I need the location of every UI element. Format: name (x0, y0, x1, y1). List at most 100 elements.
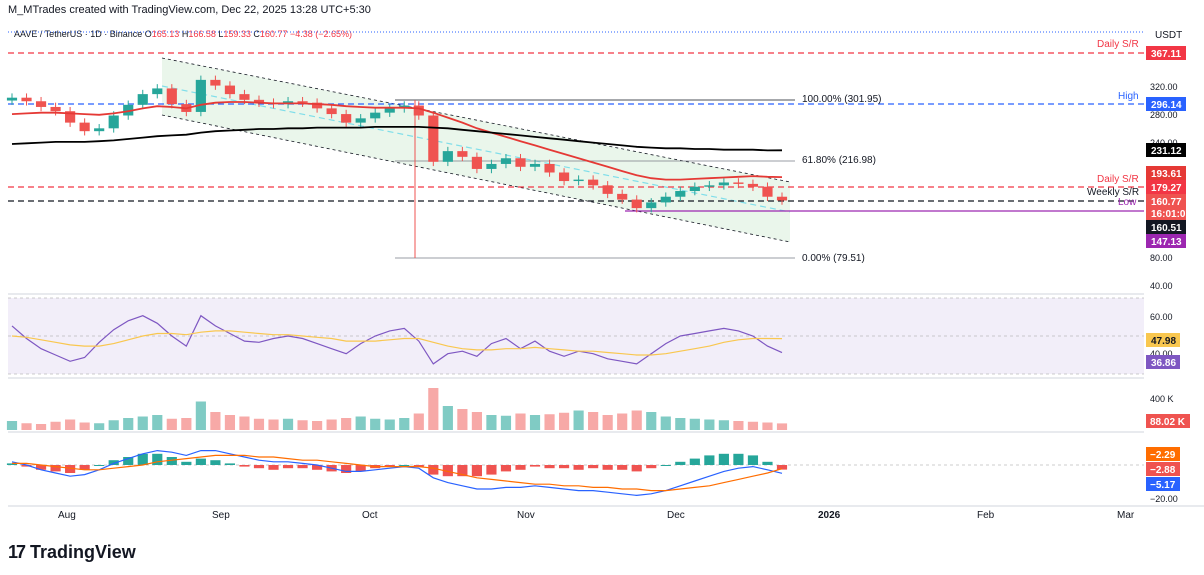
low-label: L (218, 29, 224, 39)
candle-body (747, 183, 759, 187)
candle-body (166, 88, 177, 105)
macd-hist-bar (558, 465, 570, 469)
volume-bar (253, 418, 265, 430)
candle-body (471, 156, 482, 169)
time-label: Feb (977, 510, 995, 521)
volume-bar (747, 421, 759, 430)
volume-bar (181, 418, 192, 430)
candle-body (370, 112, 381, 119)
volume-bar (442, 406, 453, 430)
volume-bar (718, 420, 729, 430)
volume-bar (21, 423, 32, 430)
macd-histogram (6, 453, 788, 477)
volume-bar (108, 420, 119, 430)
volume-bar (486, 415, 497, 430)
open-label: O (144, 29, 152, 39)
close-value: 160.77 (259, 29, 288, 39)
candle-body (515, 158, 526, 167)
candle-body (210, 79, 221, 86)
fib-618-label: 61.80% (216.98) (802, 155, 876, 166)
macd-hist-bar (747, 455, 759, 465)
macd-hist-bar (137, 453, 148, 465)
volume-bar (341, 418, 352, 430)
macd-hist-bar (355, 465, 366, 472)
symbol-legend[interactable]: AAVE / TetherUS · 1D · Binance O165.13 H… (14, 29, 352, 39)
macd-hist-bar (50, 465, 61, 472)
change-value: −4.38 (−2.65%) (289, 29, 353, 39)
macd-hist-bar (500, 465, 512, 472)
volume-bar (733, 421, 744, 430)
rsi-tick: 60.00 (1150, 312, 1173, 322)
macd-hist-bar (152, 453, 163, 465)
time-label: Mar (1117, 510, 1135, 521)
macd-hist-bar (442, 465, 453, 477)
volume-bar (210, 412, 221, 430)
badge-hist (1146, 462, 1180, 476)
volume-bar (689, 418, 700, 430)
candle-body (239, 94, 250, 100)
volume-bar (529, 415, 541, 430)
candle-body (384, 108, 395, 113)
macd-hist-bar (617, 465, 628, 470)
tradingview-logo[interactable]: 17 TradingView (8, 542, 136, 563)
badge-weekly-sr (1146, 220, 1186, 234)
badge-daily-sr-mid-text: 179.27 (1151, 183, 1182, 194)
signal-line (12, 454, 783, 492)
price-axis-background[interactable] (1144, 40, 1204, 520)
macd-hist-bar (384, 465, 395, 467)
volume-bar (762, 422, 773, 430)
time-label: Oct (362, 510, 378, 521)
close-label: C (253, 29, 260, 39)
volume-bar (6, 421, 18, 430)
candle-body (588, 179, 599, 186)
candle-body (94, 128, 105, 132)
badge-ema200-text: 231.12 (1151, 146, 1182, 157)
macd-hist-bar (573, 465, 584, 470)
badge-low (1146, 234, 1186, 248)
badge-rsi-ma-text: 47.98 (1151, 336, 1176, 347)
tradingview-brand: TradingView (30, 542, 136, 562)
volume-bar (660, 416, 671, 430)
high-label: High (1118, 91, 1139, 102)
badge-daily-sr-top-text: 367.11 (1151, 49, 1181, 60)
rsi-tick: 40.00 (1150, 349, 1173, 359)
macd-hist-bar (776, 465, 788, 470)
volume-bar (617, 413, 628, 430)
badge-high (1146, 97, 1186, 111)
currency-label[interactable]: USDT (1155, 30, 1183, 41)
badge-macd (1146, 477, 1180, 491)
macd-hist-bar (602, 465, 613, 470)
high-label: H (181, 29, 189, 39)
candle-body (776, 196, 788, 201)
candle-body (79, 122, 90, 132)
volume-bar (588, 412, 599, 430)
volume-bar (704, 419, 715, 430)
volume-bar (355, 416, 366, 430)
chart-canvas[interactable]: 100.00% (301.95) 61.80% (216.98) 0.00% (… (0, 0, 1204, 530)
badge-signal (1146, 447, 1180, 461)
open-value: 165.13 (151, 29, 180, 39)
candle-body (631, 199, 642, 209)
channel-lower-line (161, 114, 791, 243)
candle-body (50, 106, 61, 112)
macd-hist-bar (675, 461, 686, 465)
macd-hist-bar (660, 465, 671, 466)
volume-bar (224, 415, 236, 430)
volume-bar (457, 409, 468, 430)
candles-layer (6, 75, 788, 213)
macd-hist-bar (21, 465, 32, 467)
volume-bar (166, 418, 177, 430)
volume-bar (137, 416, 148, 430)
candle-body (442, 151, 453, 162)
time-label: Sep (212, 510, 230, 521)
badge-ema50 (1146, 166, 1186, 180)
macd-hist-bar (762, 461, 773, 465)
macd-hist-bar (399, 465, 410, 466)
time-label: Nov (517, 510, 535, 521)
macd-hist-bar (166, 457, 177, 465)
badge-low-text: 147.13 (1151, 237, 1182, 248)
candle-body (21, 97, 32, 102)
candle-body (704, 185, 715, 187)
macd-hist-bar (65, 465, 76, 473)
symbol-name[interactable]: AAVE / TetherUS · 1D · Binance (14, 29, 143, 39)
